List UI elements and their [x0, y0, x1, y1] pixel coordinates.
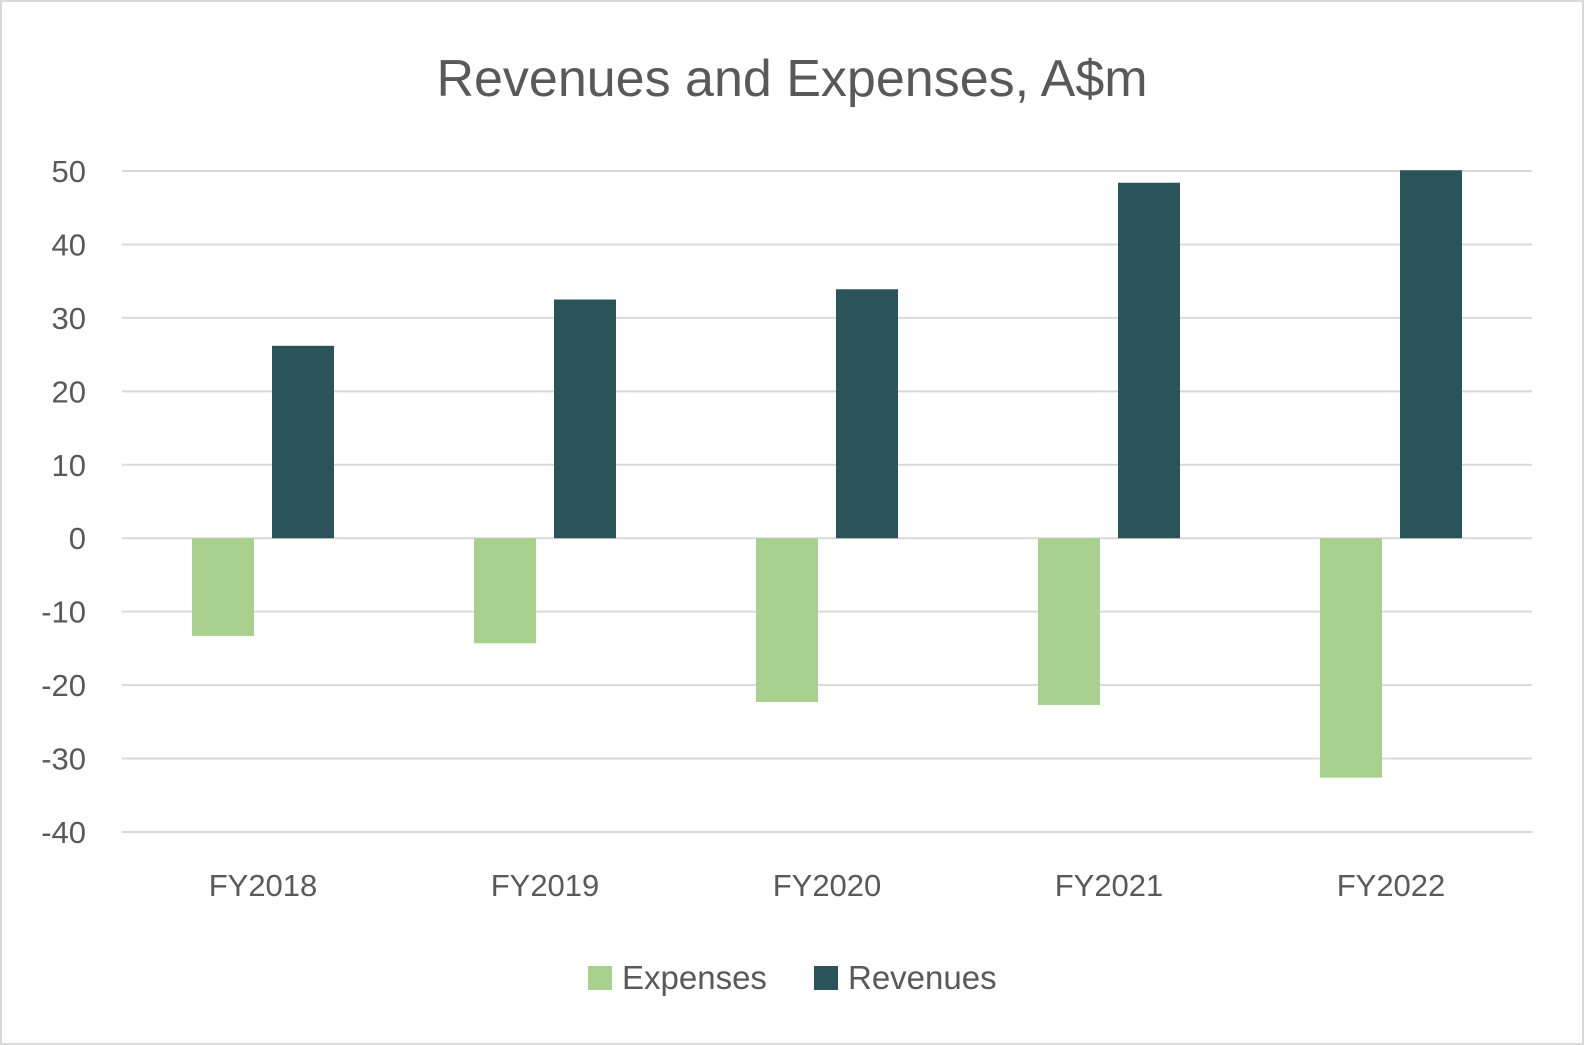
- y-tick-label: 50: [52, 154, 86, 189]
- bars: [192, 170, 1462, 778]
- bar-expenses-fy2020: [756, 538, 818, 703]
- x-axis-tick-labels: FY2018 FY2019 FY2020 FY2021 FY2022: [209, 868, 1446, 903]
- gridlines: [122, 170, 1532, 833]
- y-tick-label: -20: [41, 668, 86, 703]
- y-tick-label: -10: [41, 595, 86, 630]
- legend-swatch-expenses: [588, 966, 612, 990]
- y-tick-label: 10: [52, 448, 86, 483]
- legend: Expenses Revenues: [588, 959, 997, 996]
- bar-revenues-fy2019: [554, 299, 616, 539]
- bar-expenses-fy2022: [1320, 538, 1382, 778]
- y-tick-label: -30: [41, 742, 86, 777]
- x-tick-label: FY2018: [209, 868, 318, 903]
- x-tick-label: FY2022: [1337, 868, 1446, 903]
- bar-expenses-fy2019: [474, 538, 536, 644]
- x-tick-label: FY2021: [1055, 868, 1164, 903]
- bar-revenues-fy2020: [836, 289, 898, 539]
- y-tick-label: -40: [41, 815, 86, 850]
- bar-revenues-fy2022: [1400, 170, 1462, 539]
- bar-expenses-fy2021: [1038, 538, 1100, 705]
- y-tick-label: 40: [52, 227, 86, 262]
- bar-revenues-fy2018: [272, 345, 334, 539]
- legend-swatch-revenues: [814, 966, 838, 990]
- chart-title: Revenues and Expenses, A$m: [436, 50, 1147, 108]
- legend-label-expenses: Expenses: [622, 959, 767, 996]
- y-axis-tick-labels: 50 40 30 20 10 0 -10 -20 -30 -40: [41, 154, 86, 850]
- y-tick-label: 0: [69, 521, 86, 556]
- y-tick-label: 30: [52, 301, 86, 336]
- x-tick-label: FY2020: [773, 868, 882, 903]
- bar-revenues-fy2021: [1118, 182, 1180, 539]
- bar-expenses-fy2018: [192, 538, 254, 636]
- y-tick-label: 20: [52, 374, 86, 409]
- x-tick-label: FY2019: [491, 868, 600, 903]
- legend-label-revenues: Revenues: [848, 959, 997, 996]
